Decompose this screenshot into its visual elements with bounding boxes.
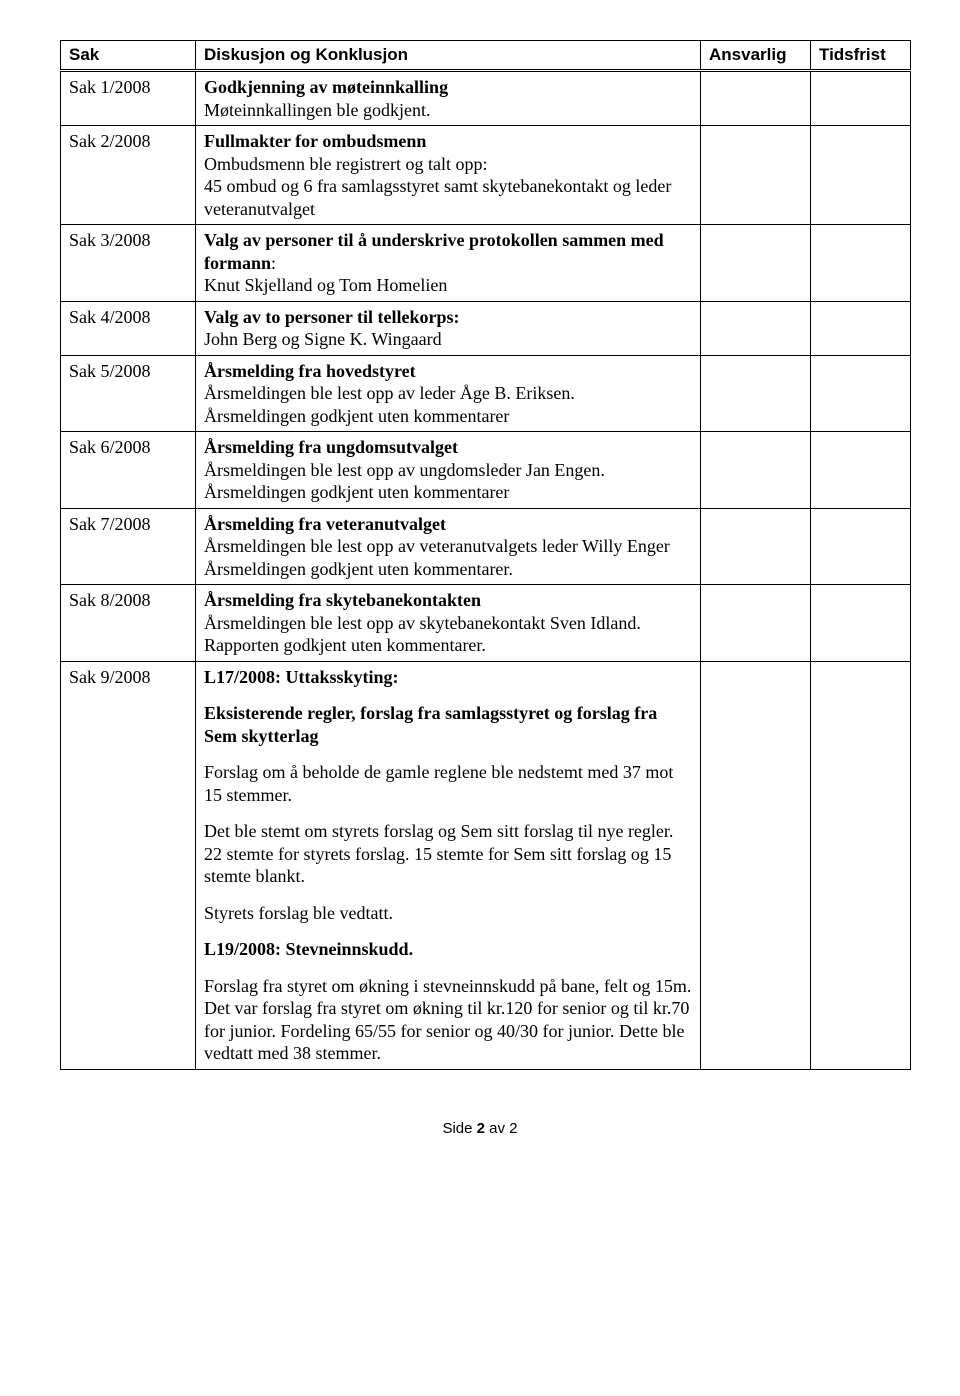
table-row: Sak 8/2008Årsmelding fra skytebanekontak… [61,585,911,662]
paragraph: Styrets forslag ble vedtatt. [204,902,692,925]
table-header-row: Sak Diskusjon og Konklusjon Ansvarlig Ti… [61,41,911,71]
cell-tidsfrist [811,126,911,225]
cell-sak: Sak 6/2008 [61,432,196,509]
cell-ansvarlig [701,301,811,355]
cell-sak: Sak 5/2008 [61,355,196,432]
cell-diskusjon: Valg av to personer til tellekorps:John … [196,301,701,355]
table-row: Sak 2/2008Fullmakter for ombudsmennOmbud… [61,126,911,225]
row-title: Årsmelding fra hovedstyret [204,361,416,381]
paragraph-heading: L17/2008: Uttaksskyting: [204,666,692,689]
row-title: Valg av to personer til tellekorps: [204,307,459,327]
cell-diskusjon: Årsmelding fra ungdomsutvalgetÅrsmelding… [196,432,701,509]
cell-diskusjon: Årsmelding fra skytebanekontaktenÅrsmeld… [196,585,701,662]
table-row: Sak 4/2008Valg av to personer til tellek… [61,301,911,355]
cell-tidsfrist [811,432,911,509]
table-row: Sak 3/2008Valg av personer til å undersk… [61,225,911,302]
cell-diskusjon: Fullmakter for ombudsmennOmbudsmenn ble … [196,126,701,225]
table-row: Sak 6/2008Årsmelding fra ungdomsutvalget… [61,432,911,509]
cell-ansvarlig [701,126,811,225]
header-ansvarlig: Ansvarlig [701,41,811,71]
cell-sak: Sak 2/2008 [61,126,196,225]
footer-current: 2 [477,1120,485,1137]
cell-tidsfrist [811,71,911,126]
row-title: Årsmelding fra skytebanekontakten [204,590,481,610]
page-footer: Side 2 av 2 [60,1120,900,1137]
paragraph: Forslag om å beholde de gamle reglene bl… [204,761,692,806]
row-title: Årsmelding fra ungdomsutvalget [204,437,458,457]
paragraph-heading: Eksisterende regler, forslag fra samlags… [204,702,692,747]
cell-sak: Sak 1/2008 [61,71,196,126]
cell-sak: Sak 8/2008 [61,585,196,662]
cell-sak: Sak 4/2008 [61,301,196,355]
cell-ansvarlig [701,508,811,585]
cell-ansvarlig [701,225,811,302]
footer-total: 2 [509,1120,517,1137]
table-row: Sak 5/2008Årsmelding fra hovedstyretÅrsm… [61,355,911,432]
cell-ansvarlig [701,71,811,126]
cell-ansvarlig [701,585,811,662]
cell-sak: Sak 9/2008 [61,661,196,1069]
cell-tidsfrist [811,508,911,585]
cell-diskusjon: L17/2008: Uttaksskyting: Eksisterende reg… [196,661,701,1069]
meeting-table: Sak Diskusjon og Konklusjon Ansvarlig Ti… [60,40,911,1070]
cell-sak: Sak 3/2008 [61,225,196,302]
row-title: Godkjenning av møteinnkalling [204,77,448,97]
table-row: Sak 9/2008 L17/2008: Uttaksskyting: Eksist… [61,661,911,1069]
paragraph: Forslag fra styret om økning i stevneinn… [204,975,692,1065]
paragraph-heading: L19/2008: Stevneinnskudd. [204,938,692,961]
cell-tidsfrist [811,225,911,302]
cell-diskusjon: Årsmelding fra veteranutvalgetÅrsmelding… [196,508,701,585]
cell-ansvarlig [701,355,811,432]
cell-diskusjon: Årsmelding fra hovedstyretÅrsmeldingen b… [196,355,701,432]
cell-sak: Sak 7/2008 [61,508,196,585]
cell-diskusjon: Valg av personer til å underskrive proto… [196,225,701,302]
cell-ansvarlig [701,432,811,509]
table-row: Sak 7/2008Årsmelding fra veteranutvalget… [61,508,911,585]
row-title: Fullmakter for ombudsmenn [204,131,426,151]
cell-tidsfrist [811,355,911,432]
table-row: Sak 1/2008Godkjenning av møteinnkallingM… [61,71,911,126]
row-title: Valg av personer til å underskrive proto… [204,230,664,273]
row-title: Årsmelding fra veteranutvalget [204,514,446,534]
cell-tidsfrist [811,585,911,662]
cell-ansvarlig [701,661,811,1069]
cell-diskusjon: Godkjenning av møteinnkallingMøteinnkall… [196,71,701,126]
footer-prefix: Side [442,1120,476,1137]
paragraph: Det ble stemt om styrets forslag og Sem … [204,820,692,888]
header-diskusjon: Diskusjon og Konklusjon [196,41,701,71]
cell-tidsfrist [811,301,911,355]
header-tidsfrist: Tidsfrist [811,41,911,71]
footer-sep: av [485,1120,509,1137]
cell-tidsfrist [811,661,911,1069]
header-sak: Sak [61,41,196,71]
